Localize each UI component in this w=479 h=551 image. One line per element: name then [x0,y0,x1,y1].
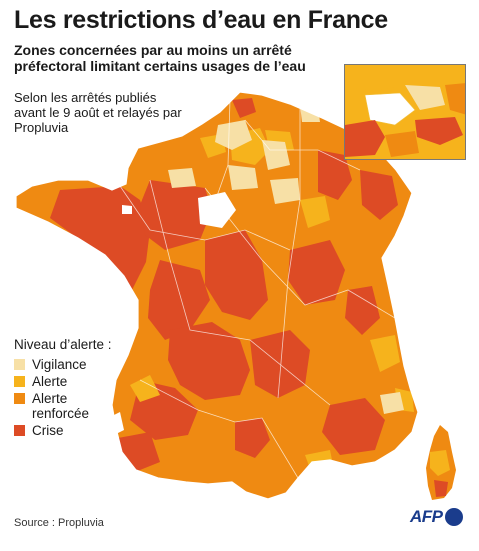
corsica [426,425,456,500]
department-borders [119,99,396,479]
inset-map [345,65,465,159]
legend-swatch [14,376,25,387]
france-outline [15,91,419,500]
legend-item-crise: Crise [14,423,112,438]
source-note: Source : Propluvia [14,517,104,529]
logo-text: AFP [410,507,443,526]
logo-dot-icon [444,508,463,526]
legend-item-vigilance: Vigilance [14,357,112,372]
zones-vigilance [168,105,404,414]
legend-swatch [14,359,25,370]
note: Selon les arrêtés publiés avant le 9 aoû… [14,90,182,135]
legend-label: Alerte renforcée [32,391,90,421]
legend-item-alerte: Alerte [14,374,112,389]
legend-item-alerte-renforcee: Alerte renforcée [14,391,112,421]
legend-label: Crise [32,423,64,438]
afp-logo: AFP [410,507,463,527]
paris-region-inset [344,64,466,160]
legend-title: Niveau d’alerte : [14,337,112,352]
legend-swatch [14,425,25,436]
legend-label: Vigilance [32,357,87,372]
legend-label: Alerte [32,374,68,389]
legend-swatch [14,393,25,404]
page-title: Les restrictions d’eau en France [14,6,388,34]
subtitle: Zones concernées par au moins un arrêté … [14,42,306,74]
legend: Niveau d’alerte : Vigilance Alerte Alert… [14,337,112,440]
